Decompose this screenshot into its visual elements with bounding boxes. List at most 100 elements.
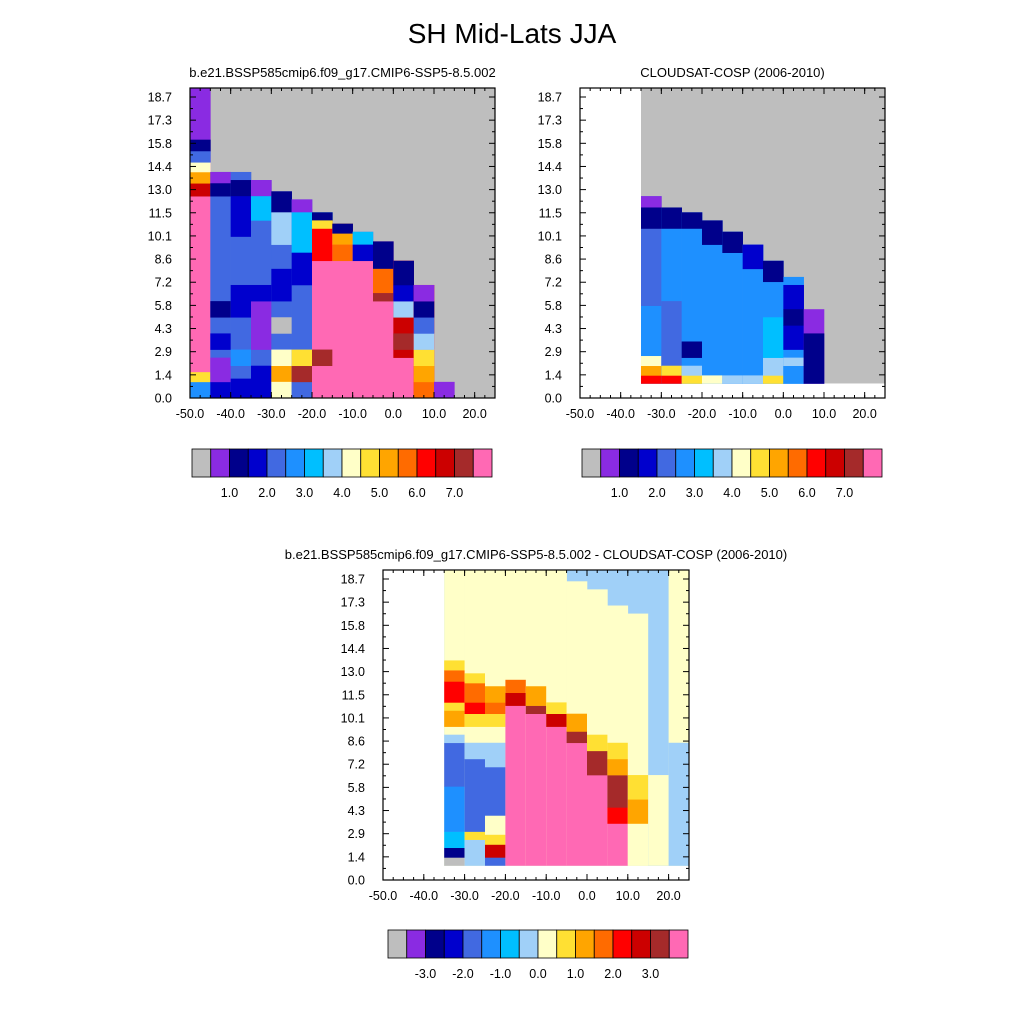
heatmap-cell	[210, 381, 231, 398]
heatmap-cell	[312, 220, 333, 229]
panel-3: b.e21.BSSP585cmip6.f09_g17.CMIP6-SSP5-8.…	[285, 547, 787, 981]
heatmap-cell	[434, 381, 455, 398]
x-tick-label: 0.0	[385, 407, 402, 421]
heatmap-cell	[190, 171, 211, 184]
heatmap-cell	[413, 284, 435, 302]
colorbar-swatch	[518, 929, 539, 959]
heatmap-cell	[464, 742, 486, 760]
colorbar-swatch	[656, 448, 677, 478]
heatmap-cell	[190, 150, 211, 163]
heatmap-cell	[485, 844, 506, 858]
heatmap-cell	[641, 356, 662, 367]
heatmap-cell	[485, 815, 506, 832]
heatmap-cell	[210, 183, 231, 197]
y-tick-label: 15.8	[538, 137, 562, 151]
panel-title: b.e21.BSSP585cmip6.f09_g17.CMIP6-SSP5-8.…	[285, 547, 787, 562]
heatmap-cell	[661, 207, 682, 229]
colorbar-swatch	[844, 448, 864, 478]
colorbar-label: 2.0	[604, 967, 621, 981]
colorbar-label: 7.0	[836, 486, 853, 500]
heatmap-cell	[627, 799, 649, 824]
colorbar-label: 4.0	[723, 486, 740, 500]
y-tick-label: 18.7	[538, 91, 562, 105]
colorbar-swatch	[247, 448, 268, 478]
heatmap-cell	[641, 365, 662, 376]
y-tick-label: 7.2	[155, 276, 172, 290]
heatmap-cell	[291, 199, 313, 213]
heatmap-cell	[702, 220, 723, 384]
colorbar-label: 3.0	[642, 967, 659, 981]
colorbar-label: 5.0	[371, 486, 388, 500]
heatmap-cell	[251, 301, 272, 350]
heatmap-cell	[413, 317, 435, 334]
heatmap-cell	[803, 333, 825, 384]
x-tick-label: -30.0	[257, 407, 286, 421]
y-tick-label: 10.1	[148, 229, 172, 243]
colorbar-swatch	[537, 929, 558, 959]
heatmap-cell	[190, 183, 211, 197]
heatmap-cell	[627, 775, 649, 800]
heatmap-cell	[607, 758, 629, 776]
y-tick-label: 11.5	[342, 688, 365, 702]
heatmap-cell	[661, 365, 682, 376]
x-tick-label: 10.0	[812, 407, 836, 421]
colorbar-swatch	[787, 448, 808, 478]
colorbar-swatch	[229, 448, 249, 478]
y-tick-label: 14.4	[148, 160, 172, 174]
colorbar-label: 5.0	[761, 486, 778, 500]
heatmap-cell	[413, 349, 435, 367]
heatmap-cell	[464, 673, 486, 684]
heatmap-cell	[271, 268, 292, 302]
heatmap-cell	[271, 381, 292, 398]
heatmap-cell	[210, 357, 231, 383]
panel-2: CLOUDSAT-COSP (2006-2010) -50.0 -40.0 -30.0…	[538, 65, 886, 500]
colorbar-swatch	[806, 448, 827, 478]
heatmap-cell	[607, 742, 629, 760]
colorbar-label: 7.0	[446, 486, 463, 500]
heatmap-cell	[230, 180, 252, 197]
y-tick-label: 4.3	[155, 322, 172, 336]
heatmap-cell	[444, 847, 465, 858]
heatmap-cell	[661, 301, 682, 376]
heatmap-cell	[312, 220, 333, 262]
heatmap-cell	[190, 155, 211, 398]
colorbar-swatch	[472, 448, 493, 478]
colorbar-swatch	[825, 448, 845, 478]
heatmap-cell	[485, 702, 506, 714]
panel-title: b.e21.BSSP585cmip6.f09_g17.CMIP6-SSP5-8.…	[189, 65, 495, 80]
colorbar-label: 6.0	[408, 486, 425, 500]
heatmap-cell	[230, 284, 252, 318]
colorbar-swatch	[694, 448, 714, 478]
heatmap-cell	[546, 702, 567, 714]
heatmap-cell	[190, 162, 211, 173]
x-tick-label: -50.0	[369, 889, 398, 903]
heatmap-cell	[444, 786, 465, 832]
heatmap-cell	[702, 220, 723, 245]
y-tick-label: 5.8	[545, 299, 562, 313]
colorbar-swatch	[406, 929, 426, 959]
colorbar-label: 1.0	[221, 486, 238, 500]
colorbar-swatch	[750, 448, 770, 478]
colorbar-swatch	[650, 929, 670, 959]
heatmap-cell	[413, 301, 435, 318]
colorbar-swatch	[462, 929, 483, 959]
heatmap-cell	[742, 244, 764, 384]
colorbar-swatch	[416, 448, 437, 478]
heatmap-cell	[546, 726, 567, 866]
heatmap-cell	[525, 686, 547, 706]
colorbar-label: 4.0	[333, 486, 350, 500]
heatmap-cell	[312, 349, 333, 367]
colorbar-swatch	[304, 448, 324, 478]
x-tick-label: 0.0	[775, 407, 792, 421]
colorbar-swatch	[712, 448, 733, 478]
heatmap-cell	[444, 702, 465, 711]
x-tick-label: -20.0	[491, 889, 520, 903]
x-tick-label: -40.0	[410, 889, 439, 903]
heatmap-cell	[783, 325, 804, 350]
colorbar-swatch	[593, 929, 614, 959]
heatmap-cell	[525, 713, 547, 866]
x-tick-label: 0.0	[578, 889, 595, 903]
heatmap-cell	[271, 317, 292, 334]
heatmap-cell	[444, 857, 465, 866]
heatmap-cell	[607, 775, 629, 808]
